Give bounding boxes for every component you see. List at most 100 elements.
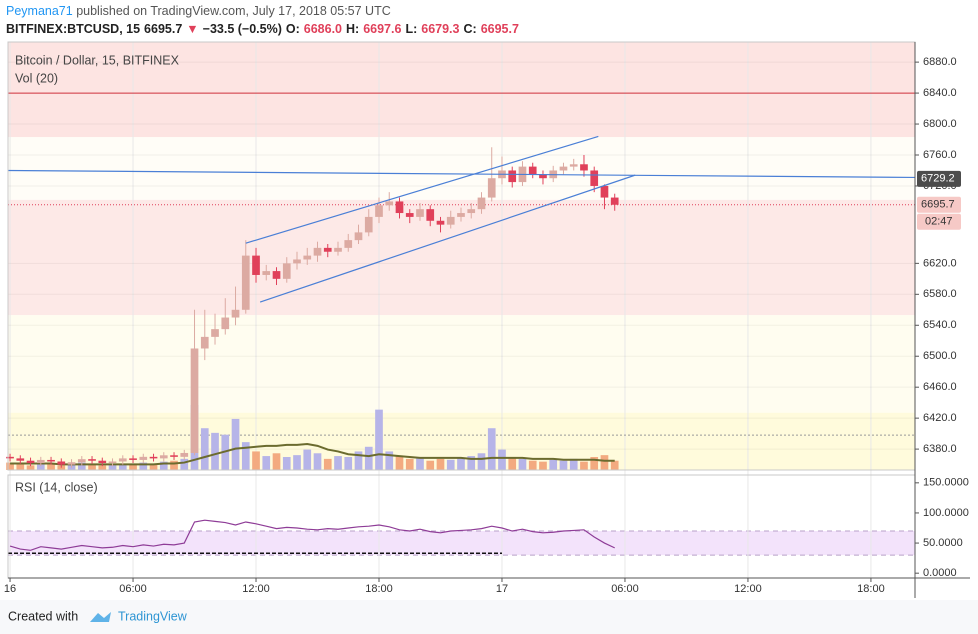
volume-bar (129, 464, 137, 470)
volume-title: Vol (20) (15, 71, 58, 85)
x-tick-label: 16 (4, 583, 16, 595)
candle-body (293, 259, 301, 264)
volume-ma (10, 442, 615, 466)
candle-body (323, 247, 332, 252)
pane-title: RSI (14, close) (15, 480, 98, 494)
price-tag (917, 196, 961, 213)
quote-item: −33.5 (−0.5%) (202, 22, 282, 36)
volume-bar (446, 459, 455, 470)
candle-body (26, 460, 35, 464)
y-tick-label: 6800.0 (923, 118, 957, 130)
volume-bar (241, 442, 250, 470)
zone (8, 137, 915, 200)
candle-body (590, 170, 599, 186)
candle-body (375, 205, 383, 217)
candle-body (508, 170, 517, 183)
volume-bar (149, 463, 158, 470)
volume-bar (364, 446, 373, 470)
candle-body (580, 164, 588, 171)
candle-body (426, 209, 435, 221)
candle-body (149, 456, 158, 459)
volume-bar (600, 455, 609, 470)
candle-body (108, 461, 117, 464)
footer-created: Created with (8, 609, 78, 623)
candle-body (272, 271, 281, 279)
x-tick-label: 12:00 (242, 583, 270, 595)
candle-body (190, 348, 199, 453)
quote-item: 6679.3 (421, 22, 460, 36)
candle-body (477, 197, 486, 210)
candle-body (139, 456, 148, 460)
volume-bar (26, 465, 35, 470)
y-tick-label: 6760.0 (923, 149, 957, 161)
candle-body (385, 201, 394, 206)
candle-body (47, 459, 55, 462)
zone (8, 42, 915, 138)
candle-body (344, 240, 353, 248)
volume-bar (139, 462, 148, 470)
header: Peymana71 published on TradingView.com, … (6, 2, 523, 38)
publish-line: Peymana71 published on TradingView.com, … (6, 2, 523, 20)
trend-line (259, 174, 636, 303)
candle-body (559, 166, 568, 171)
candle-body (262, 271, 271, 275)
published: published on TradingView.com, July 17, 2… (76, 4, 391, 18)
volume-bar (395, 456, 404, 470)
zone (8, 315, 915, 413)
volume-bar (211, 432, 219, 470)
volume-bar (159, 461, 168, 470)
candle-body (539, 174, 547, 179)
y-tick-label: 6880.0 (923, 56, 957, 68)
volume-bar (323, 458, 332, 470)
candle-body (57, 461, 66, 465)
quote-item: 6695.7 (144, 22, 183, 36)
volume-bar (77, 462, 86, 470)
x-tick-label: 06:00 (611, 583, 639, 595)
candle-body (88, 459, 96, 461)
candle-body (118, 458, 127, 462)
candle-body (528, 166, 537, 175)
candle-body (395, 201, 404, 214)
x-tick-label: 18:00 (857, 583, 885, 595)
volume-bar (16, 464, 25, 470)
candle-body (446, 216, 455, 225)
candle-body (364, 216, 373, 233)
volume-bar (293, 455, 301, 470)
volume-bar (282, 457, 291, 470)
volume-bar (57, 465, 66, 470)
rsi-band (8, 531, 915, 556)
candle-body (200, 336, 209, 349)
volume-bar (416, 457, 424, 470)
candle-body (16, 458, 25, 461)
volume-bar (426, 460, 435, 470)
volume-bar (36, 463, 45, 470)
quote-item: 6695.7 (480, 22, 519, 36)
price-tag-label: 6729.2 (921, 173, 955, 185)
footer-brand[interactable]: TradingView (118, 609, 188, 623)
volume-bar (569, 458, 578, 470)
volume-bar (118, 463, 127, 470)
volume-bar (170, 460, 178, 470)
volume-bar (344, 457, 353, 470)
volume-bar (539, 461, 547, 470)
volume-bar (467, 456, 476, 470)
candle-body (98, 460, 107, 464)
y-tick-label: 6500.0 (923, 350, 957, 362)
user[interactable]: Peymana71 (6, 4, 73, 18)
quote-item: 6686.0 (303, 22, 342, 36)
zone (8, 199, 915, 316)
quote-item: H: (346, 22, 360, 36)
volume-bar (98, 465, 107, 470)
candle-body (600, 185, 609, 198)
x-tick-label: 18:00 (365, 583, 393, 595)
quote-item: BITFINEX:BTCUSD, 15 (6, 22, 141, 36)
y-tick-label: 6540.0 (923, 319, 957, 331)
y-tick-label: 6380.0 (923, 443, 957, 455)
volume-bar (272, 453, 281, 470)
candle-body (231, 309, 240, 318)
rsi-pane-frame (7, 474, 916, 579)
candle-body (180, 452, 189, 457)
candle-body (241, 255, 250, 310)
candle-body (467, 209, 476, 214)
